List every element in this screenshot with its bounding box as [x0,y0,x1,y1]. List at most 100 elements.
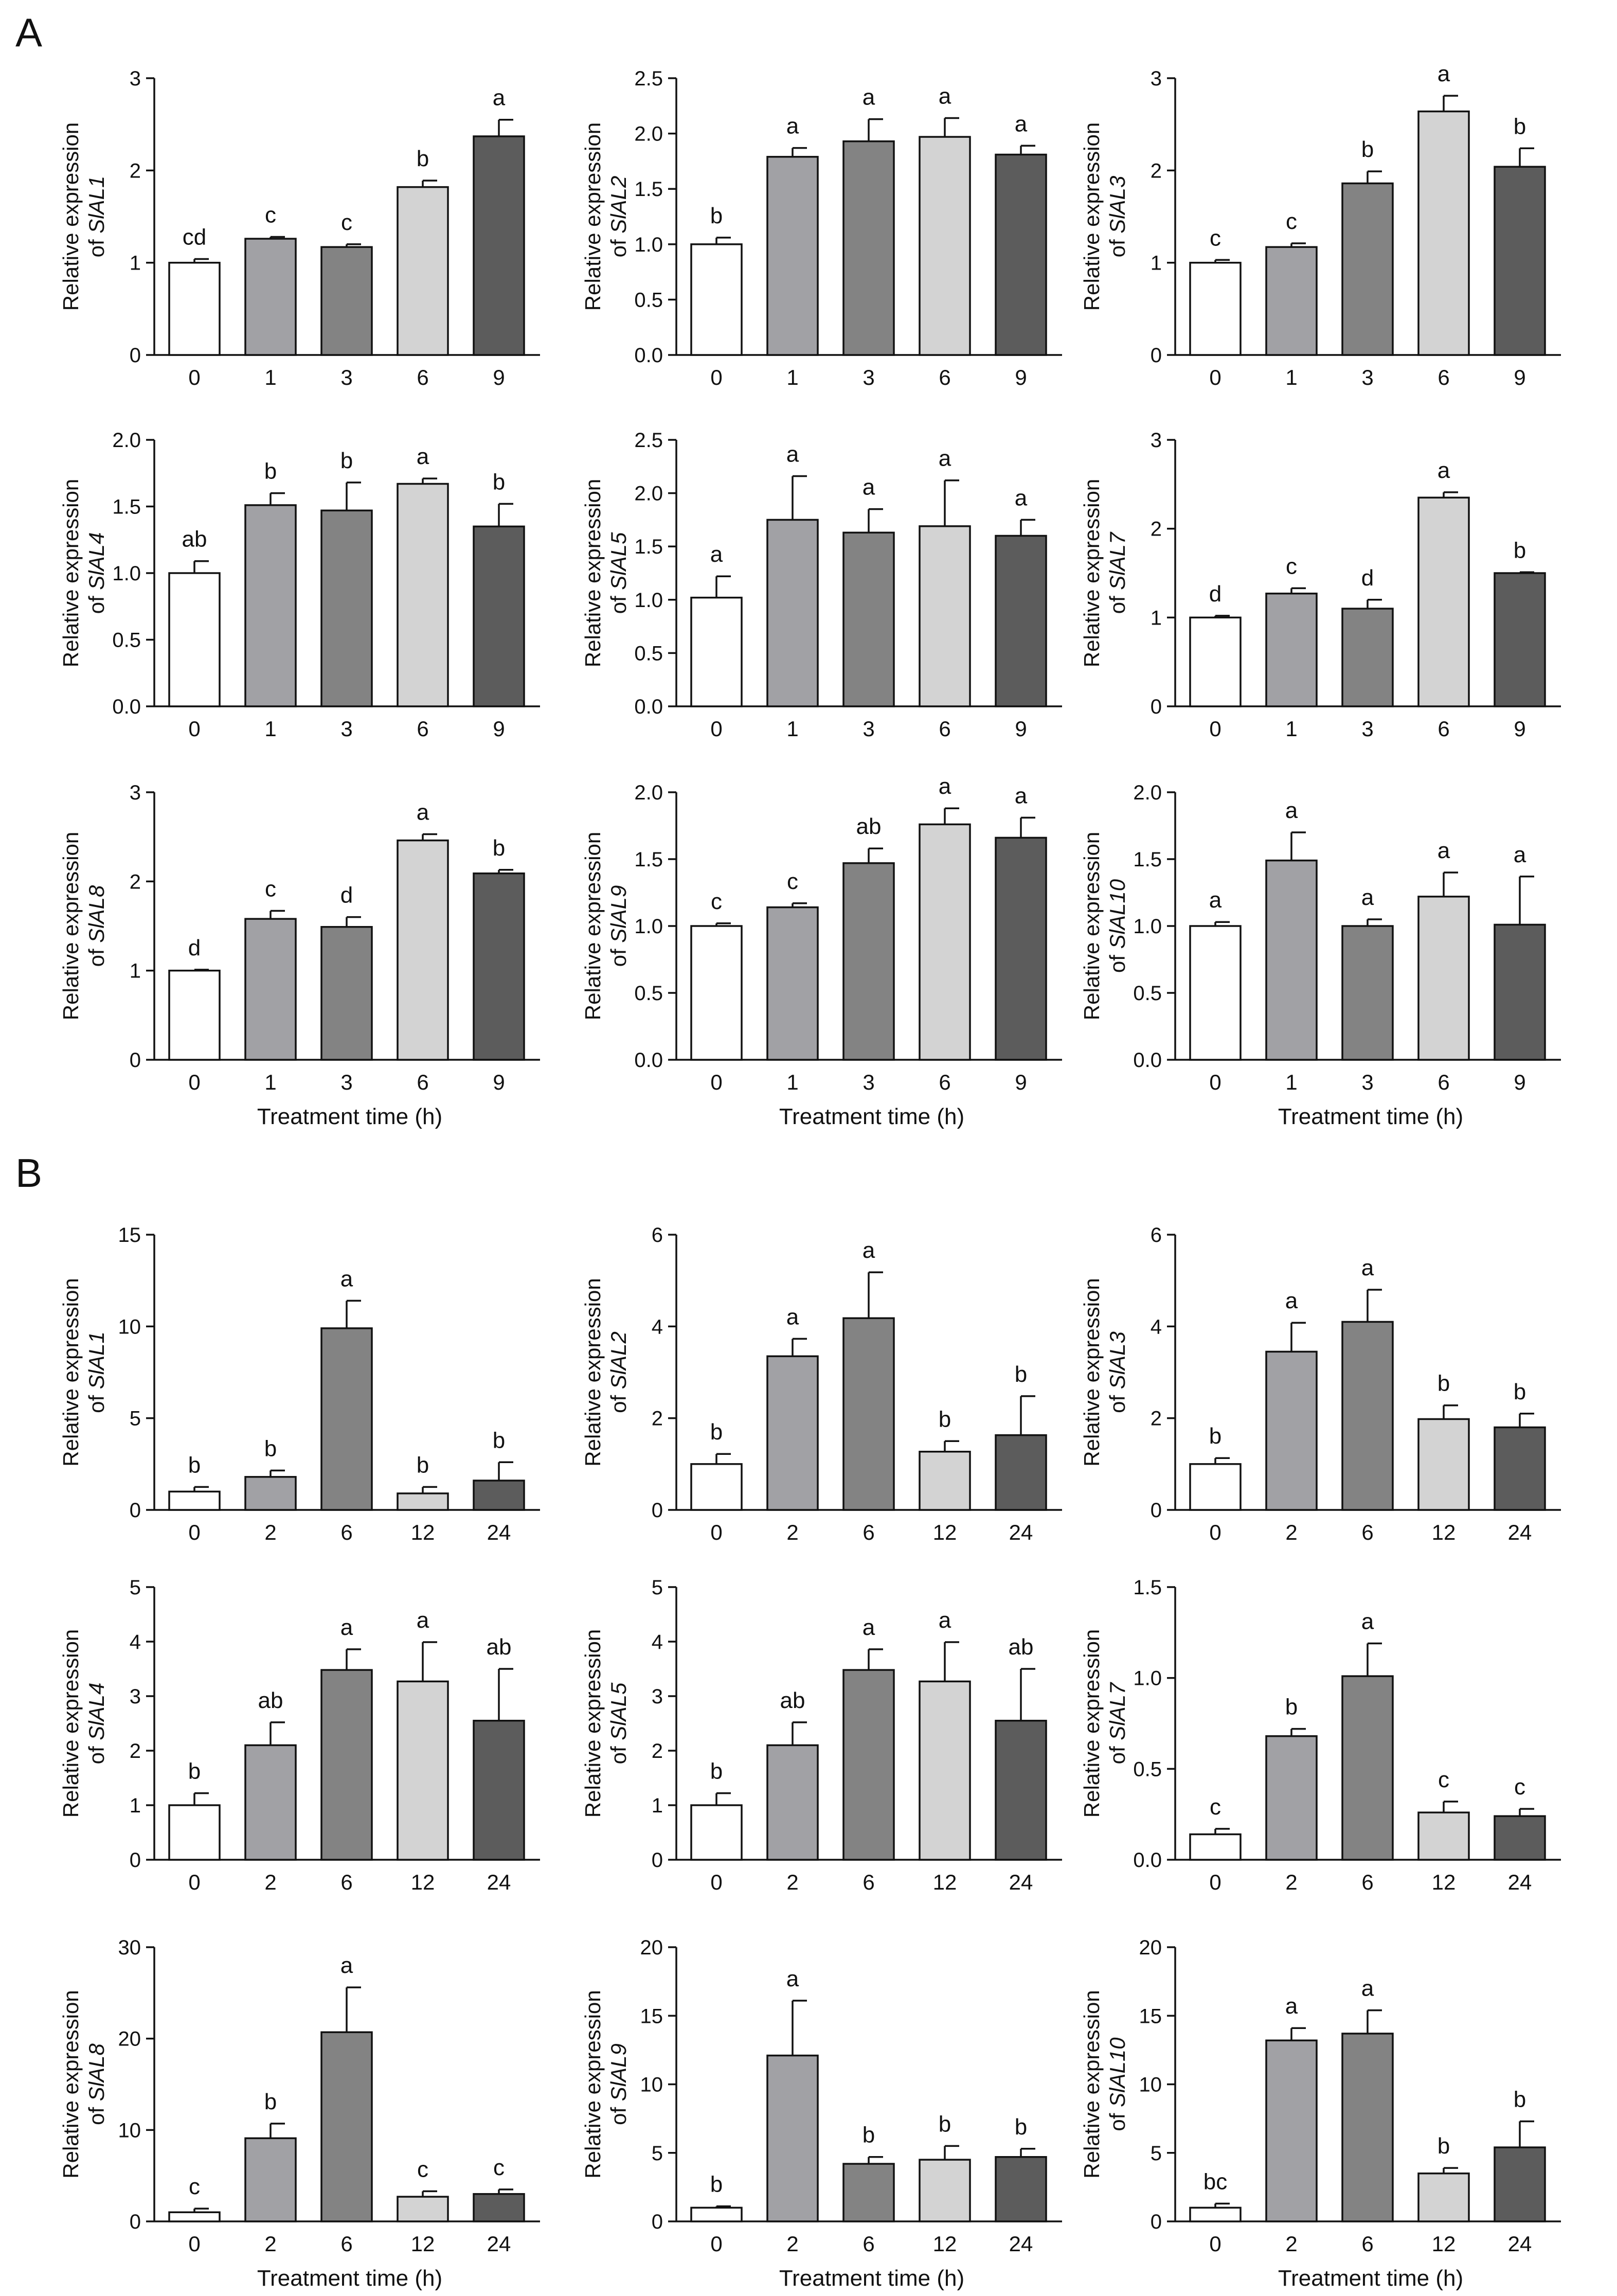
x-tick-label: 2 [786,1520,798,1544]
bar-0 [1189,925,1242,1061]
y-tick-label: 30 [118,1936,141,1959]
x-axis-title: Treatment time (h) [779,1104,964,1129]
significance-letter: a [786,441,799,467]
bar-0 [690,596,743,707]
x-tick-label: 2 [786,1870,798,1894]
y-tick-label: 4 [130,1631,141,1653]
y-tick-label: 3 [130,67,141,90]
bar-3 [320,246,373,356]
x-tick-label: 24 [487,1520,511,1544]
significance-letter: a [1361,885,1374,910]
y-tick-label: 1.0 [634,915,663,938]
significance-letter: c [265,202,276,227]
panel-label-b: B [15,1150,43,1196]
x-tick-label: 0 [188,717,200,741]
bar-24 [473,2193,525,2222]
bar-12 [1417,2172,1470,2222]
x-tick-label: 1 [786,717,798,741]
y-tick-label: 2 [1151,159,1162,182]
x-tick-label: 3 [863,717,874,741]
significance-letter: b [493,469,505,494]
x-tick-label: 12 [411,1870,435,1894]
significance-letter: a [1209,887,1222,913]
significance-letter: d [188,935,201,960]
x-tick-label: 12 [933,2232,957,2256]
y-axis-title: Relative expressionof SlAL3 [1080,1278,1129,1467]
bar-2 [1265,1735,1318,1861]
significance-letter: ab [1009,1634,1034,1660]
y-tick-label: 15 [640,2005,663,2027]
x-tick-label: 12 [933,1520,957,1544]
y-tick-label: 1.5 [112,496,141,519]
bar-9 [1494,166,1546,356]
x-tick-label: 12 [1432,2232,1456,2256]
x-tick-label: 2 [1285,1870,1297,1894]
significance-letter: b [417,146,429,171]
bar-0 [168,969,221,1061]
y-tick-label: 1.5 [1133,848,1162,871]
bar-2 [1265,1350,1318,1511]
bar-1 [766,156,819,356]
significance-letter: a [710,542,723,567]
x-tick-label: 0 [1209,1870,1221,1894]
y-tick-label: 0 [1151,696,1162,718]
bar-24 [995,1434,1047,1511]
x-tick-label: 0 [1209,1520,1221,1544]
y-tick-label: 3 [130,1685,141,1708]
y-tick-label: 1 [1151,252,1162,275]
bar-24 [995,1719,1047,1861]
significance-letter: b [1015,2114,1027,2140]
x-tick-label: 24 [487,1870,511,1894]
x-tick-label: 1 [1285,717,1297,741]
significance-letter: c [1286,554,1297,579]
y-tick-label: 1.0 [634,589,663,612]
significance-letter: bc [1203,2169,1227,2194]
bar-0 [690,1463,743,1511]
bar-3 [1341,925,1394,1061]
significance-letter: a [939,83,951,109]
x-tick-label: 6 [939,1070,950,1094]
x-tick-label: 3 [863,365,874,389]
bar-6 [919,136,971,356]
y-tick-label: 3 [1151,429,1162,452]
y-tick-label: 1.5 [1133,1576,1162,1599]
bar-3 [842,531,895,707]
x-tick-label: 6 [863,1520,874,1544]
bar-3 [842,140,895,356]
chart-b-slal1: 0 5 10 15 b 0 b 2 a 6 b 12 b 24 Relative expressionof … [59,1224,540,1544]
x-tick-label: 0 [710,717,722,741]
significance-letter: a [1438,458,1450,483]
significance-letter: c [341,210,352,235]
x-tick-label: 0 [710,2232,722,2256]
bar-24 [995,2156,1047,2222]
x-tick-label: 6 [863,1870,874,1894]
x-tick-label: 6 [1438,365,1449,389]
y-axis-title: Relative expressionof SlAL9 [581,1990,631,2179]
significance-letter: d [340,883,353,908]
significance-letter: b [188,1759,201,1784]
x-tick-label: 12 [1432,1870,1456,1894]
bar-2 [766,2054,819,2222]
significance-letter: a [863,1238,875,1263]
significance-letter: a [493,85,506,111]
bar-9 [995,535,1047,707]
x-tick-label: 24 [487,2232,511,2256]
y-tick-label: 0 [1151,344,1162,367]
significance-letter: a [863,475,875,500]
y-tick-label: 5 [652,1576,663,1599]
y-tick-label: 0.5 [112,629,141,652]
significance-letter: b [1015,1362,1027,1387]
significance-letter: c [1286,209,1297,234]
y-tick-label: 0.5 [634,289,663,311]
y-tick-label: 1 [130,1794,141,1817]
y-tick-label: 6 [1151,1224,1162,1247]
bar-9 [1494,923,1546,1061]
bar-3 [842,862,895,1061]
bar-1 [244,918,297,1061]
significance-letter: a [1285,1288,1298,1313]
bar-3 [320,509,373,707]
significance-letter: c [787,869,798,894]
significance-letter: ab [780,1688,805,1713]
y-tick-label: 0.5 [1133,982,1162,1005]
